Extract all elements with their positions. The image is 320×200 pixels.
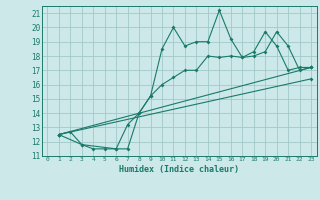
X-axis label: Humidex (Indice chaleur): Humidex (Indice chaleur) [119, 165, 239, 174]
